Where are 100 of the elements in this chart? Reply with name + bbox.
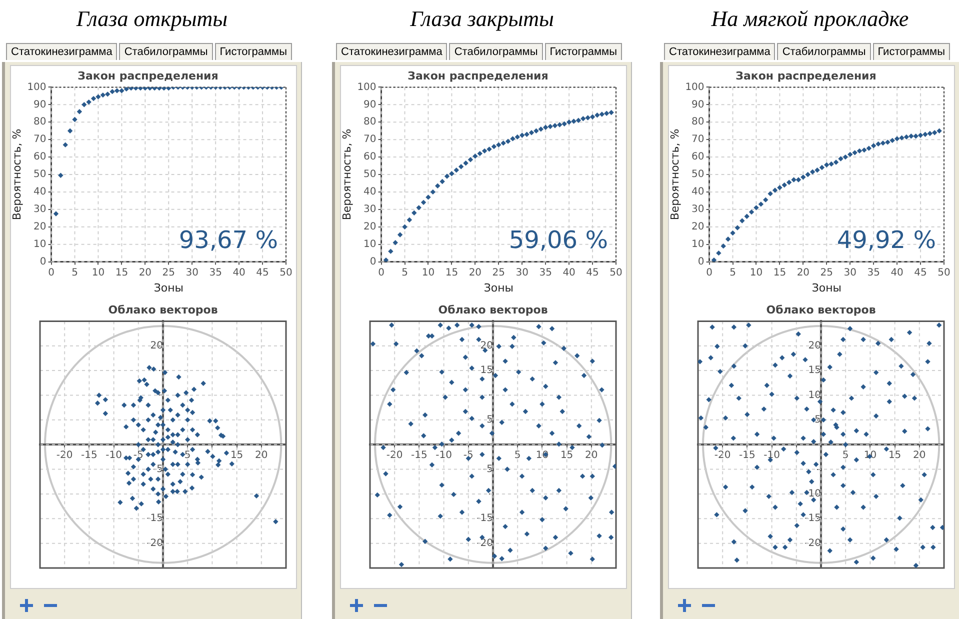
x-tick-label: 40 — [232, 267, 246, 278]
y-axis-title: Вероятность, % — [340, 128, 354, 220]
y-tick-label: 70 — [364, 134, 376, 146]
y-tick-label: 50 — [692, 169, 704, 180]
point — [557, 122, 562, 128]
x-tick-label: 25 — [492, 267, 506, 278]
point — [514, 134, 520, 140]
y-tick-label: -15 — [804, 513, 821, 524]
point — [927, 130, 933, 136]
chart-subtitle: Закон распределения — [736, 69, 876, 82]
point — [716, 250, 722, 256]
point — [96, 94, 101, 100]
point — [444, 174, 450, 179]
y-tick-label: 40 — [34, 186, 46, 198]
text: Статокинезиграмма — [6, 43, 118, 60]
x-tick-label: 10 — [92, 267, 105, 278]
point — [608, 110, 614, 116]
x-tick-label: 10 — [536, 450, 549, 462]
point — [918, 132, 924, 138]
x-axis-title: Зоны — [484, 281, 514, 294]
x-tick-label: 15 — [115, 267, 128, 278]
y-tick-label: 60 — [692, 152, 704, 163]
point — [524, 132, 530, 137]
point — [805, 172, 810, 178]
x-tick-label: 0 — [48, 267, 54, 278]
y-tick-label: 100 — [357, 82, 376, 93]
x-tick-label: 35 — [209, 267, 222, 278]
y-tick-label: 30 — [34, 204, 46, 216]
point — [599, 112, 605, 117]
x-tick-label: 5 — [842, 450, 849, 462]
y-tick-label: -15 — [146, 513, 163, 524]
y-tick-label: 0 — [40, 256, 46, 268]
x-tick-label: 5 — [402, 267, 408, 278]
x-tick-label: 45 — [256, 267, 269, 278]
point — [880, 140, 886, 146]
x-tick-label: 15 — [560, 450, 574, 462]
x-tick-label: -10 — [436, 450, 452, 462]
x-tick-label: 30 — [186, 267, 198, 278]
y-tick-label: 15 — [480, 365, 493, 376]
point — [796, 177, 802, 182]
point — [510, 136, 516, 142]
y-tick-label: 30 — [692, 204, 704, 216]
point — [585, 115, 590, 120]
point — [913, 133, 918, 139]
annotation: 49,92 % — [836, 226, 936, 254]
chart-subtitle: Закон распределения — [408, 69, 548, 82]
point — [862, 147, 867, 153]
point — [768, 191, 773, 196]
text: Гистограммы — [872, 43, 950, 60]
point — [449, 171, 454, 176]
point — [772, 188, 778, 193]
point — [528, 130, 534, 136]
x-axis-title: Зоны — [812, 281, 842, 294]
point — [885, 140, 890, 145]
point — [576, 118, 582, 123]
point — [754, 205, 759, 210]
point — [866, 146, 872, 151]
y-tick-label: 60 — [34, 152, 46, 163]
point — [454, 168, 459, 173]
y-tick-label: 0 — [370, 256, 376, 268]
x-tick-label: 0 — [378, 267, 384, 278]
x-tick-label: 45 — [914, 267, 927, 278]
point — [590, 114, 596, 120]
point — [124, 87, 129, 92]
point — [786, 180, 792, 185]
point — [472, 154, 478, 159]
point — [412, 210, 417, 216]
point — [782, 182, 787, 188]
point — [402, 224, 408, 230]
y-tick-label: 30 — [364, 204, 376, 216]
point — [566, 120, 572, 125]
x-tick-label: 20 — [796, 267, 810, 278]
point — [580, 116, 586, 122]
point — [416, 205, 422, 210]
x-tick-label: -15 — [739, 450, 756, 462]
point — [110, 88, 115, 94]
point — [58, 172, 64, 178]
y-tick-label: 20 — [480, 340, 493, 352]
point — [76, 109, 82, 114]
point — [748, 209, 754, 215]
y-tick-label: 10 — [808, 390, 821, 401]
point — [482, 148, 488, 154]
point — [430, 189, 436, 195]
text: Статокинезиграмма — [664, 43, 776, 60]
y-tick-label: 80 — [692, 116, 704, 128]
point — [86, 99, 92, 105]
y-tick-label: 90 — [692, 99, 704, 110]
point — [440, 178, 445, 184]
x-tick-label: 15 — [445, 267, 458, 278]
x-tick-label: 15 — [773, 267, 786, 278]
point — [82, 102, 87, 108]
x-tick-label: 35 — [539, 267, 552, 278]
x-axis-title: Зоны — [154, 281, 184, 294]
point — [147, 87, 152, 91]
point — [744, 214, 750, 220]
point — [534, 128, 539, 134]
point — [904, 134, 910, 140]
y-tick-label: 70 — [692, 134, 704, 146]
y-tick-label: 20 — [692, 221, 704, 232]
text: Стабилограммы — [777, 43, 871, 60]
